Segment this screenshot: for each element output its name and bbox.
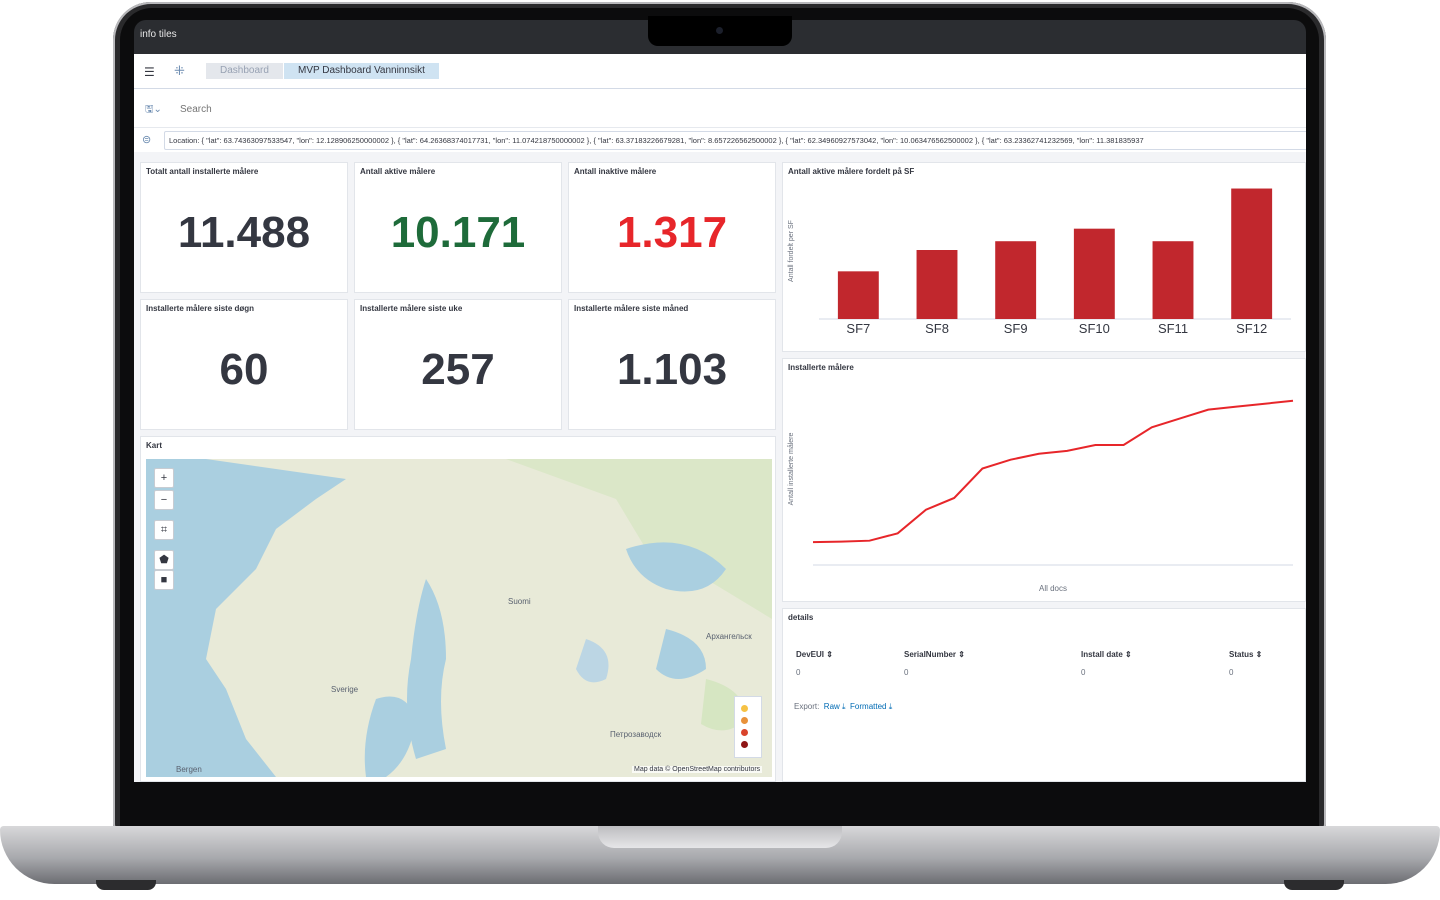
laptop-opening-notch [598, 826, 842, 848]
metric-panel-last-day: Installerte målere siste døgn 60 [140, 299, 348, 430]
legend-dot [741, 717, 748, 724]
map-attribution: Map data © OpenStreetMap contributors [632, 766, 763, 773]
column-header-serialnumber[interactable]: SerialNumber ⇕ [904, 650, 965, 659]
map-terrain [146, 459, 772, 777]
map-label: Suomi [508, 597, 531, 606]
app-logo-icon[interactable]: ⁜ [174, 63, 185, 78]
panel-title: Kart [146, 441, 163, 450]
metric-value: 10.171 [390, 208, 526, 257]
panel-title: Installerte målere siste uke [360, 304, 463, 313]
table-cell: 0 [1229, 668, 1234, 677]
map-legend [734, 696, 762, 758]
breadcrumb-dashboard[interactable]: Dashboard [206, 63, 283, 79]
legend-dot [741, 705, 748, 712]
x-tick-label: SF9 [1004, 321, 1028, 336]
panel-title: Installerte målere siste døgn [146, 304, 255, 313]
filter-bar: ⊜ Location: { "lat": 63.74363097533547, … [134, 128, 1306, 152]
table-cell: 0 [904, 668, 909, 677]
column-label: DevEUI [796, 650, 825, 659]
crop-icon[interactable]: ⌗ [154, 520, 174, 540]
zoom-in-icon[interactable]: + [154, 468, 174, 488]
legend-dot [741, 741, 748, 748]
bar [995, 241, 1037, 319]
panel-title: Antall aktive målere [360, 167, 436, 176]
table-cell: 0 [796, 668, 801, 677]
search-input[interactable] [178, 99, 1282, 119]
x-tick-label: SF8 [925, 321, 949, 336]
map-label: Архангельск [706, 632, 752, 641]
details-panel: details [782, 608, 1306, 782]
column-header-status[interactable]: Status ⇕ [1229, 650, 1263, 659]
camera-icon [716, 27, 723, 34]
legend-dot [741, 729, 748, 736]
zoom-out-icon[interactable]: − [154, 490, 174, 510]
bar [1073, 228, 1115, 319]
download-icon[interactable]: ⤓ [839, 702, 846, 711]
y-axis-label: Antall installerte målere [787, 433, 795, 506]
line-chart: Antall installerte målere All docs [787, 399, 1294, 593]
line-chart-panel: Installerte målere Antall installerte må… [782, 358, 1306, 602]
metric-panel-last-month: Installerte målere siste måned 1.103 [568, 299, 776, 430]
panel-title: Totalt antall installerte målere [146, 167, 259, 176]
map-label: Bergen [176, 765, 202, 774]
bar-chart: Antall fordelt per SF SF7 SF8 SF9 SF10 SF11 SF… [788, 188, 1291, 336]
draw-rectangle-icon[interactable]: ■ [154, 570, 174, 590]
panel-title: Antall inaktive målere [574, 167, 657, 176]
bar [837, 271, 879, 319]
panel-title: Installerte målere siste måned [574, 304, 689, 313]
laptop-foot-right [1284, 880, 1344, 890]
metric-value: 11.488 [177, 208, 311, 257]
export-raw-link[interactable]: Raw [823, 702, 840, 711]
panel-title: Antall aktive målere fordelt på SF [788, 167, 915, 176]
metric-value: 1.103 [616, 345, 728, 394]
panel-title: details [788, 613, 814, 622]
metric-panel-total: Totalt antall installerte målere 11.488 [140, 162, 348, 293]
export-row: Export: Raw ⤓ Formatted ⤓ [794, 702, 892, 712]
search-bar: 🖫⌄ [134, 89, 1306, 128]
export-label: Export: [794, 702, 820, 711]
column-label: Status [1229, 650, 1254, 659]
app-header: ☰ ⁜ Dashboard MVP Dashboard Vanninnsikt [134, 54, 1306, 89]
map-label: Sverige [331, 685, 359, 694]
metric-panel-inactive: Antall inaktive målere 1.317 [568, 162, 776, 293]
draw-polygon-icon[interactable]: ⬟ [154, 550, 174, 570]
panel-title: Installerte målere [788, 363, 854, 372]
dashboard-screen: ☰ ⁜ Dashboard MVP Dashboard Vanninnsikt … [134, 54, 1306, 782]
column-header-deveui[interactable]: DevEUI ⇕ [796, 650, 833, 659]
map-label: Петрозаводск [610, 730, 662, 739]
metric-value: 257 [421, 345, 495, 394]
x-axis-label: All docs [1039, 584, 1067, 593]
x-tick-label: SF12 [1236, 321, 1267, 336]
breadcrumb-current-dashboard[interactable]: MVP Dashboard Vanninnsikt [284, 63, 439, 79]
bar [1231, 188, 1273, 319]
brand-logo: info tiles [140, 29, 177, 40]
bottom-bezel [120, 782, 1319, 826]
metric-value: 1.317 [616, 208, 728, 257]
column-label: Install date [1081, 650, 1123, 659]
column-header-install-date[interactable]: Install date ⇕ [1081, 650, 1132, 659]
y-axis-label: Antall fordelt per SF [788, 220, 795, 282]
column-label: SerialNumber [904, 650, 957, 659]
bar [916, 250, 958, 319]
export-formatted-link[interactable]: Formatted [850, 702, 887, 711]
x-tick-label: SF7 [846, 321, 870, 336]
download-icon[interactable]: ⤓ [886, 702, 893, 711]
x-tick-label: SF11 [1158, 321, 1188, 336]
filter-icon[interactable]: ⊜ [142, 134, 152, 146]
map-canvas[interactable]: Suomi Sverige Bergen Архангельск Петроза… [146, 459, 772, 777]
metric-panel-active: Antall aktive målere 10.171 [354, 162, 562, 293]
metric-value: 60 [219, 345, 269, 394]
location-filter-pill[interactable]: Location: { "lat": 63.74363097533547, "l… [164, 131, 1306, 150]
metric-panel-last-week: Installerte målere siste uke 257 [354, 299, 562, 430]
laptop-foot-left [96, 880, 156, 890]
bar-chart-panel: Antall aktive målere fordelt på SF Antal… [782, 162, 1306, 352]
series-line [812, 399, 1294, 544]
hamburger-menu-icon[interactable]: ☰ [144, 65, 155, 79]
x-tick-label: SF10 [1079, 321, 1110, 336]
bar [1152, 241, 1194, 319]
table-cell: 0 [1081, 668, 1086, 677]
saved-query-icon[interactable]: 🖫⌄ [145, 104, 162, 115]
